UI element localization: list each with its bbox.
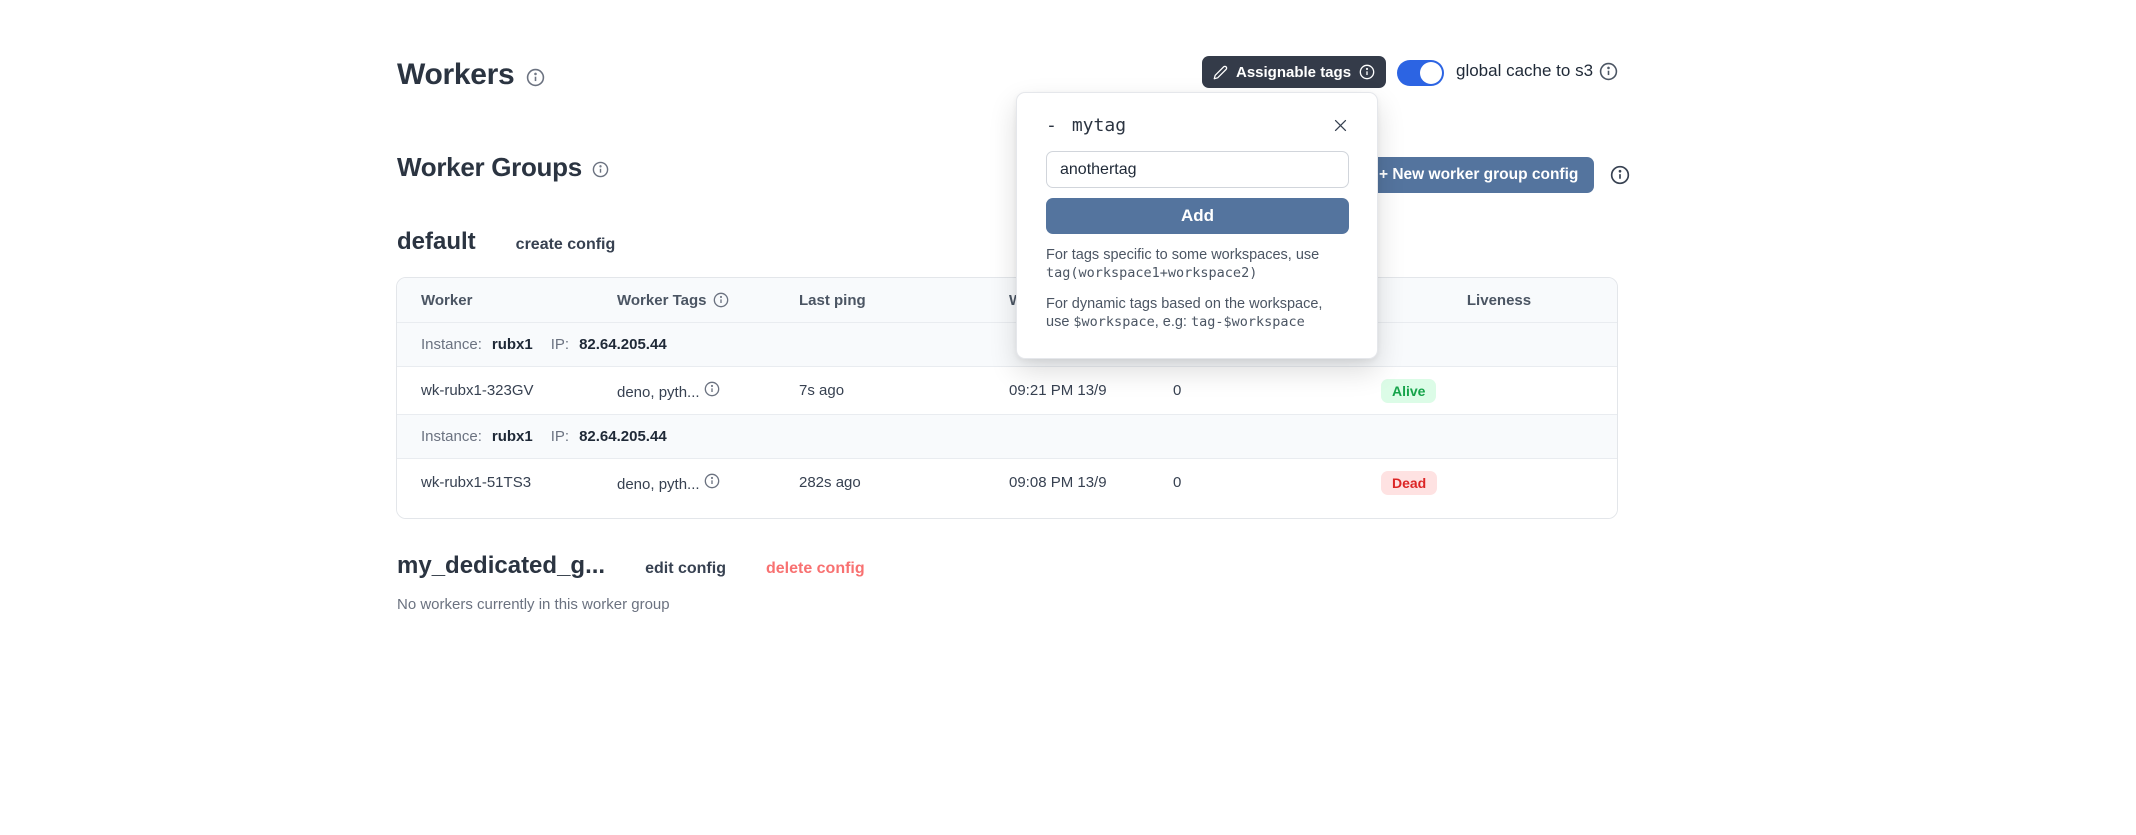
help-code-3: tag-$workspace xyxy=(1190,314,1305,331)
empty-group-message: No workers currently in this worker grou… xyxy=(397,596,670,613)
worker-start-value: 09:21 PM 13/9 xyxy=(1009,382,1107,399)
worker-name: wk-rubx1-51TS3 xyxy=(421,474,532,491)
add-tag-button[interactable]: Add xyxy=(1046,198,1349,234)
last-ping-value: 7s ago xyxy=(799,382,845,399)
worker-tags-cell-info-icon[interactable] xyxy=(704,473,720,489)
new-worker-group-config-info-icon[interactable] xyxy=(1610,165,1630,185)
workers-info-icon[interactable] xyxy=(526,68,545,87)
liveness-badge-dead: Dead xyxy=(1381,470,1438,495)
assignable-tags-popover: - mytag Add For tags specific to some wo… xyxy=(1016,92,1378,359)
remove-tag-minus[interactable]: - xyxy=(1046,115,1057,136)
liveness-cell: Dead xyxy=(1381,470,1617,495)
last-ping-value: 282s ago xyxy=(799,474,861,491)
liveness-cell: Alive xyxy=(1381,378,1617,403)
assignable-tags-button[interactable]: Assignable tags xyxy=(1202,56,1387,88)
create-config-link[interactable]: create config xyxy=(515,236,616,253)
jobs-executed-value: 0 xyxy=(1173,382,1182,399)
edit-config-link[interactable]: edit config xyxy=(645,560,726,577)
instance-ip: 82.64.205.44 xyxy=(579,428,667,445)
global-cache-label: global cache to s3 xyxy=(1456,61,1594,80)
ip-label: IP: xyxy=(550,428,570,445)
instance-name: rubx1 xyxy=(491,336,533,353)
pencil-icon xyxy=(1213,65,1228,80)
close-icon[interactable] xyxy=(1332,117,1349,134)
worker-tags-value: deno, pyth... xyxy=(617,383,700,401)
help-code-2: $workspace xyxy=(1073,314,1155,331)
worker-group-name: my_dedicated_g... xyxy=(397,552,606,579)
new-worker-group-config-button[interactable]: + New worker group config xyxy=(1363,157,1595,193)
liveness-badge-alive: Alive xyxy=(1381,378,1437,403)
toggle-knob xyxy=(1420,62,1442,84)
worker-tags-header-label: Worker Tags xyxy=(617,291,707,309)
instance-label: Instance: xyxy=(421,336,482,353)
page-title-label: Workers xyxy=(397,58,515,91)
instance-name: rubx1 xyxy=(491,428,533,445)
assignable-tags-info-icon[interactable] xyxy=(1359,64,1375,80)
worker-groups-title: Worker Groups xyxy=(397,152,609,183)
instance-ip: 82.64.205.44 xyxy=(579,336,667,353)
worker-tags-cell-info-icon[interactable] xyxy=(704,381,720,397)
jobs-executed-value: 0 xyxy=(1173,474,1182,491)
help-text-2: For dynamic tags based on the workspace,… xyxy=(1046,296,1323,331)
global-cache-info-icon[interactable] xyxy=(1599,62,1618,81)
global-cache-toggle[interactable] xyxy=(1397,60,1444,86)
instance-label: Instance: xyxy=(421,428,482,445)
page-title: Workers xyxy=(397,58,545,92)
worker-tags-value: deno, pyth... xyxy=(617,475,700,493)
tag-row-mytag: - mytag xyxy=(1046,115,1349,136)
workspace-tags-help: For tags specific to some workspaces, us… xyxy=(1046,246,1349,282)
worker-start-value: 09:08 PM 13/9 xyxy=(1009,474,1107,491)
help-text-3: , e.g: xyxy=(1154,314,1191,331)
help-text-1: For tags specific to some workspaces, us… xyxy=(1046,247,1320,263)
help-code-1: tag(workspace1+workspace2) xyxy=(1046,265,1258,282)
worker-tags-cell: deno, pyth... xyxy=(617,381,799,401)
worker-tags-cell: deno, pyth... xyxy=(617,473,799,493)
col-header-last-ping: Last ping xyxy=(799,291,866,309)
col-header-worker-tags: Worker Tags xyxy=(617,292,799,309)
delete-config-link[interactable]: delete config xyxy=(765,560,865,577)
workers-table: Worker Worker Tags Last ping W Liveness … xyxy=(396,277,1618,519)
worker-name: wk-rubx1-323GV xyxy=(421,382,534,399)
table-header-row: Worker Worker Tags Last ping W Liveness xyxy=(397,278,1617,322)
worker-group-dedicated: my_dedicated_g... edit config delete con… xyxy=(397,552,865,580)
worker-row-2: wk-rubx1-51TS3 deno, pyth... 282s ago 09… xyxy=(397,458,1617,506)
col-header-worker: Worker xyxy=(421,291,473,309)
worker-groups-title-label: Worker Groups xyxy=(397,152,582,182)
worker-group-name: default xyxy=(397,228,476,255)
worker-tags-info-icon[interactable] xyxy=(713,292,729,308)
instance-row: Instance: rubx1 IP: 82.64.205.44 xyxy=(397,322,1617,366)
col-header-liveness: Liveness xyxy=(1466,291,1532,309)
worker-row-1: wk-rubx1-323GV deno, pyth... 7s ago 09:2… xyxy=(397,366,1617,414)
instance-row: Instance: rubx1 IP: 82.64.205.44 xyxy=(397,414,1617,458)
tag-name: mytag xyxy=(1071,115,1127,136)
ip-label: IP: xyxy=(550,336,570,353)
table-bottom-spacer xyxy=(397,506,1617,518)
tag-entry: - mytag xyxy=(1046,115,1126,136)
worker-group-default: default create config xyxy=(397,228,615,256)
dynamic-tags-help: For dynamic tags based on the workspace,… xyxy=(1046,295,1349,331)
worker-groups-info-icon[interactable] xyxy=(592,161,609,178)
assignable-tags-label: Assignable tags xyxy=(1236,63,1352,81)
new-tag-input[interactable] xyxy=(1046,151,1349,188)
